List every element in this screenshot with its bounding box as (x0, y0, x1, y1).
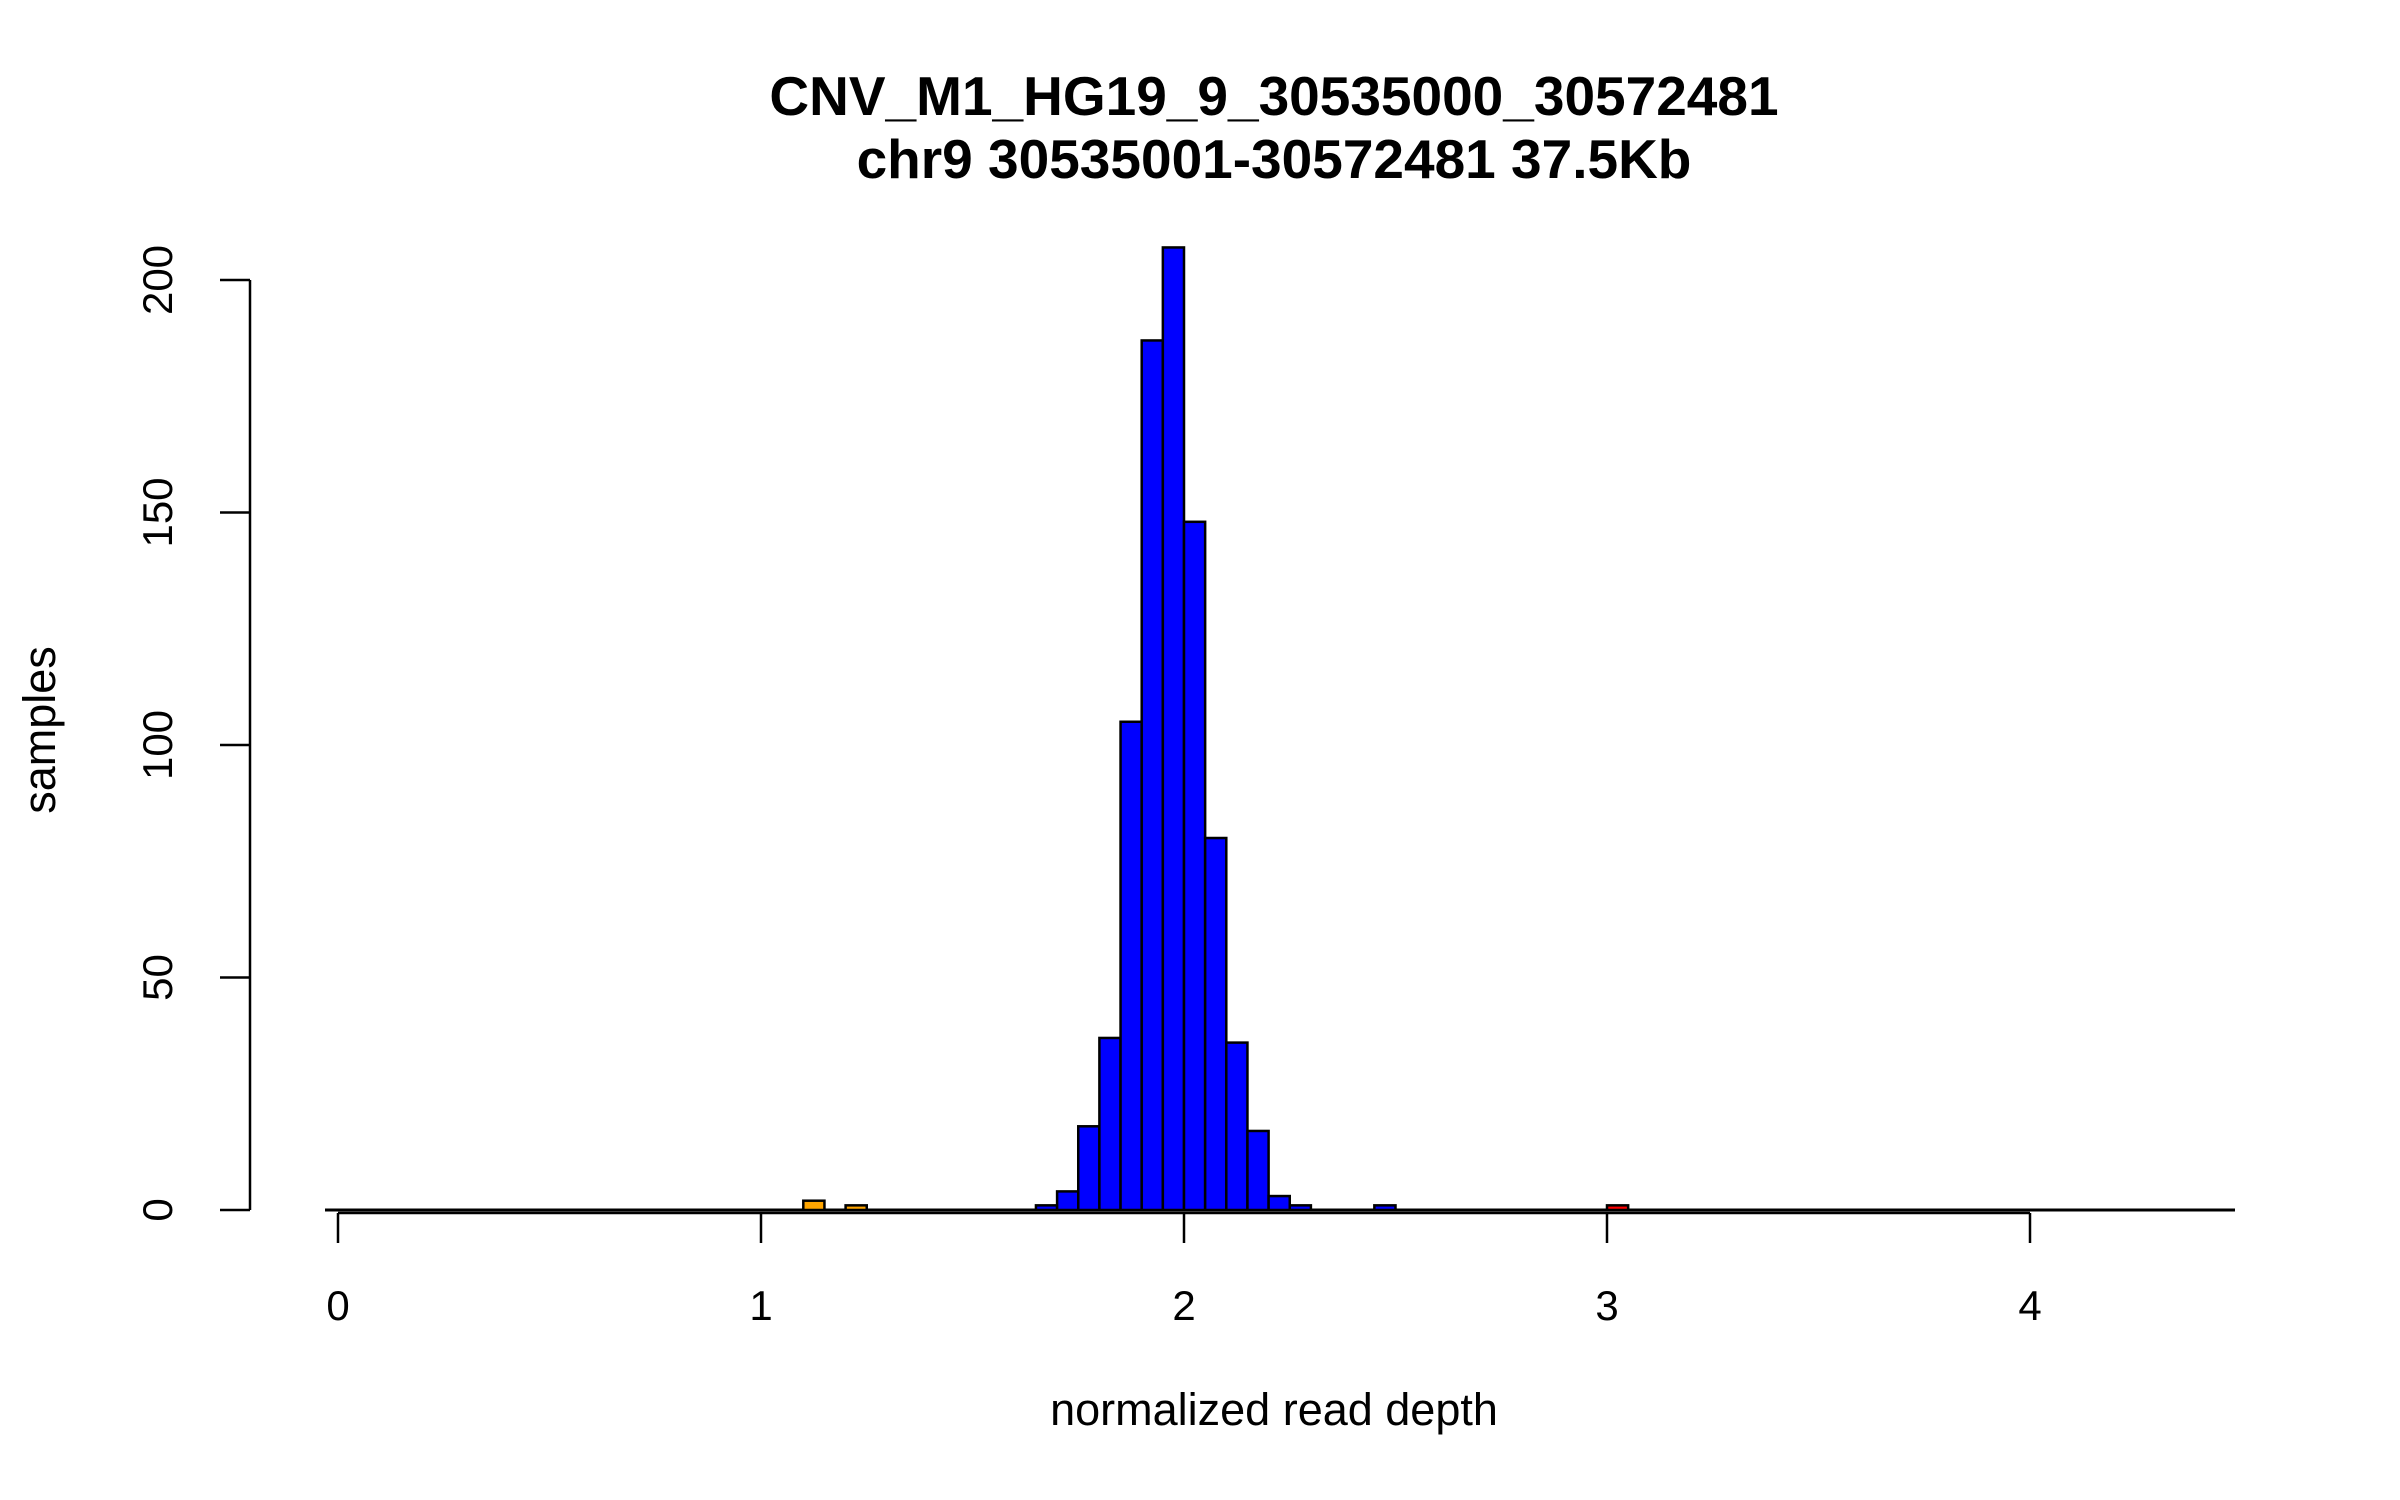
x-tick-label: 3 (1595, 1282, 1618, 1329)
chart-title: CNV_M1_HG19_9_30535000_30572481 (769, 65, 1778, 127)
x-tick-label: 2 (1172, 1282, 1195, 1329)
histogram-bar (1267, 1194, 1291, 1212)
histogram-bar (1119, 720, 1143, 1212)
y-tick-label: 150 (134, 477, 181, 547)
y-tick-label: 200 (134, 245, 181, 315)
histogram-bar (1225, 1041, 1249, 1212)
histogram-bar (1246, 1129, 1270, 1212)
y-tick-label: 50 (134, 954, 181, 1001)
x-axis-label: normalized read depth (1050, 1384, 1498, 1435)
histogram-bar (802, 1199, 826, 1212)
histogram-bar (1288, 1204, 1313, 1212)
histogram-bar (1098, 1036, 1122, 1212)
y-axis-label: samples (14, 646, 65, 814)
histogram-bar (1373, 1204, 1397, 1212)
histogram-bar (1055, 1190, 1080, 1212)
x-tick-label: 1 (749, 1282, 772, 1329)
histogram-bar (1605, 1204, 1630, 1212)
histogram-bar (1182, 520, 1207, 1212)
histogram-bar (1034, 1204, 1059, 1212)
chart-subtitle: chr9 30535001-30572481 37.5Kb (857, 128, 1692, 190)
x-axis: 0 1 2 3 4 (326, 1211, 2042, 1329)
histogram-bar (844, 1204, 868, 1212)
y-tick-label: 0 (134, 1198, 181, 1221)
y-axis: 0 50 100 150 200 (134, 245, 252, 1222)
histogram-bar (1161, 246, 1186, 1212)
histogram-bar (1077, 1125, 1101, 1212)
y-tick-label: 100 (134, 710, 181, 780)
histogram-bar (1203, 836, 1228, 1212)
x-tick-label: 4 (2018, 1282, 2041, 1329)
bars-group (325, 246, 2235, 1212)
x-tick-label: 0 (326, 1282, 349, 1329)
histogram-bar (1140, 339, 1165, 1212)
